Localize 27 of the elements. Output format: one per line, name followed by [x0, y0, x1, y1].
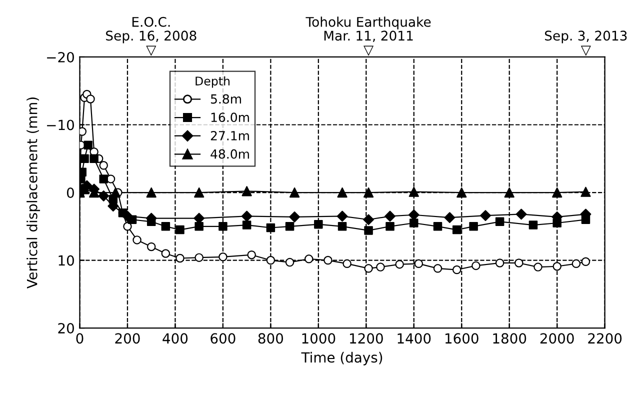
legend-label: 5.8m [210, 94, 242, 104]
y-tick-label: 20 [58, 323, 74, 334]
x-axis-title: Time (days) [301, 352, 382, 366]
text: E.O.C. Sep. 16, 2008 ▽ [106, 16, 196, 56]
y-axis-title: Vertical displacement (mm) [26, 98, 40, 289]
text: Sep. 3, 2013 ▽ [544, 30, 627, 56]
x-tick-label: 1800 [493, 333, 526, 344]
y-tick-label: 0 [66, 187, 74, 198]
legend-label: 27.1m [210, 130, 249, 140]
y-tick-label: −20 [47, 52, 74, 62]
y-tick-label: −10 [47, 120, 74, 130]
x-tick-label: 800 [258, 333, 284, 344]
x-tick-label: 1000 [302, 333, 336, 344]
x-tick-label: 200 [115, 333, 140, 344]
legend-label: 48.0m [210, 149, 249, 159]
text: Tohoku Earthquake Mar. 11, 2011 ▽ [306, 16, 431, 56]
x-tick-label: 2200 [588, 333, 622, 344]
x-tick-label: 1400 [398, 333, 431, 344]
legend-label: 16.0m [211, 112, 249, 122]
legend-title: Depth [196, 76, 230, 88]
x-tick-label: 0 [76, 333, 84, 344]
x-tick-label: 600 [210, 333, 236, 344]
x-tick-label: 1600 [445, 333, 478, 344]
x-tick-label: 2000 [540, 333, 574, 344]
x-tick-label: 400 [162, 333, 188, 344]
y-tick-label: 10 [58, 255, 74, 266]
x-tick-label: 1200 [350, 333, 383, 344]
